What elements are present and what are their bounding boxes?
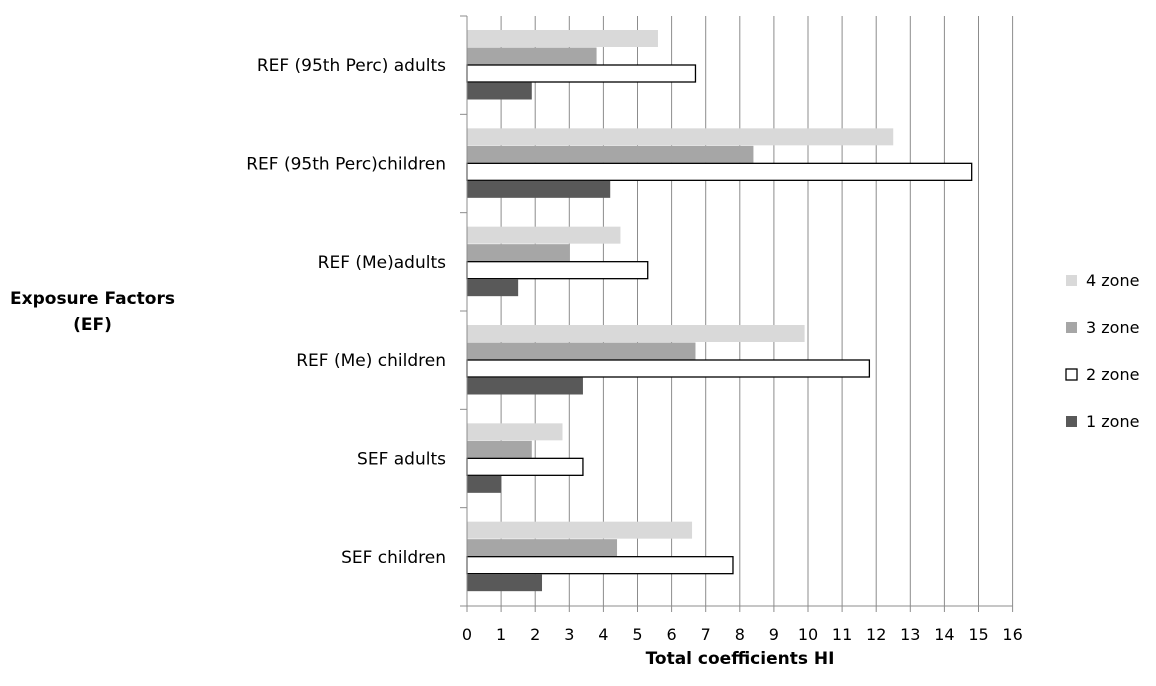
bar-2-zone	[466, 162, 973, 181]
bar-4-zone	[467, 30, 658, 47]
grid-lines	[500, 16, 1014, 606]
x-tick-label: 4	[598, 625, 608, 644]
category-labels: REF (95th Perc) adults REF (95th Perc)chi…	[246, 56, 446, 568]
legend-label: 3 zone	[1086, 318, 1139, 337]
x-tick-label: 11	[832, 625, 852, 644]
bar-1-zone	[467, 377, 583, 395]
bar-3-zone	[467, 47, 597, 65]
category-label: REF (Me)adults	[318, 253, 446, 273]
x-tick-label: 1	[496, 625, 506, 644]
bar-2-zone	[466, 64, 697, 83]
x-tick-labels: 0 1 2 3 4 5 6 7 8 9 10 11 12 13 14 15 16	[462, 625, 1023, 644]
bar-1-zone	[467, 574, 543, 592]
category-label: REF (Me) children	[296, 351, 446, 371]
category-label: REF (95th Perc)children	[246, 155, 446, 175]
x-tick-label: 7	[701, 625, 711, 644]
category-label: SEF adults	[357, 450, 446, 470]
bars	[466, 30, 973, 592]
x-tick-label: 6	[667, 625, 677, 644]
bar-3-zone	[467, 244, 570, 262]
x-tick-label: 9	[769, 625, 779, 644]
x-tick-label: 10	[798, 625, 818, 644]
bar-3-zone	[467, 342, 696, 360]
bar-2-zone	[466, 556, 734, 575]
bar-1-zone	[467, 180, 611, 198]
y-axis-title-line-1: Exposure Factors	[10, 289, 175, 309]
bar-2-zone	[466, 359, 871, 378]
bar-3-zone	[467, 440, 532, 458]
legend-swatch	[1066, 322, 1077, 333]
x-tick-label: 15	[968, 625, 988, 644]
x-tick-label: 2	[530, 625, 540, 644]
legend-swatch	[1066, 416, 1077, 427]
bar-4-zone	[467, 128, 894, 146]
x-tick-label: 14	[934, 625, 954, 644]
legend-swatch	[1065, 368, 1078, 381]
bar-4-zone	[467, 325, 805, 342]
axes	[460, 15, 1014, 612]
bar-3-zone	[467, 539, 618, 557]
legend-label: 2 zone	[1086, 365, 1139, 384]
y-axis-title-line-2: (EF)	[73, 315, 112, 335]
legend: 4 zone 3 zone 2 zone 1 zone	[1065, 271, 1139, 431]
x-tick-label: 5	[632, 625, 642, 644]
x-tick-label: 3	[564, 625, 574, 644]
bar-2-zone	[466, 457, 584, 476]
x-tick-label: 8	[735, 625, 745, 644]
x-tick-label: 16	[1002, 625, 1022, 644]
bar-4-zone	[467, 521, 693, 539]
bar-2-zone	[466, 261, 649, 280]
bar-1-zone	[467, 475, 502, 493]
legend-label: 1 zone	[1086, 412, 1139, 431]
x-tick-label: 0	[462, 625, 472, 644]
bar-4-zone	[467, 226, 621, 244]
x-axis-title: Total coefficients HI	[646, 649, 835, 669]
category-label: SEF children	[341, 548, 446, 568]
bar-1-zone	[467, 279, 519, 297]
legend-swatch	[1066, 275, 1077, 286]
legend-label: 4 zone	[1086, 271, 1139, 290]
y-axis-title: Exposure Factors (EF)	[0, 286, 185, 338]
x-tick-label: 12	[866, 625, 886, 644]
bar-4-zone	[467, 423, 563, 441]
bar-3-zone	[467, 145, 754, 163]
bar-1-zone	[467, 82, 532, 100]
x-tick-label: 13	[900, 625, 920, 644]
category-label: REF (95th Perc) adults	[257, 56, 446, 76]
